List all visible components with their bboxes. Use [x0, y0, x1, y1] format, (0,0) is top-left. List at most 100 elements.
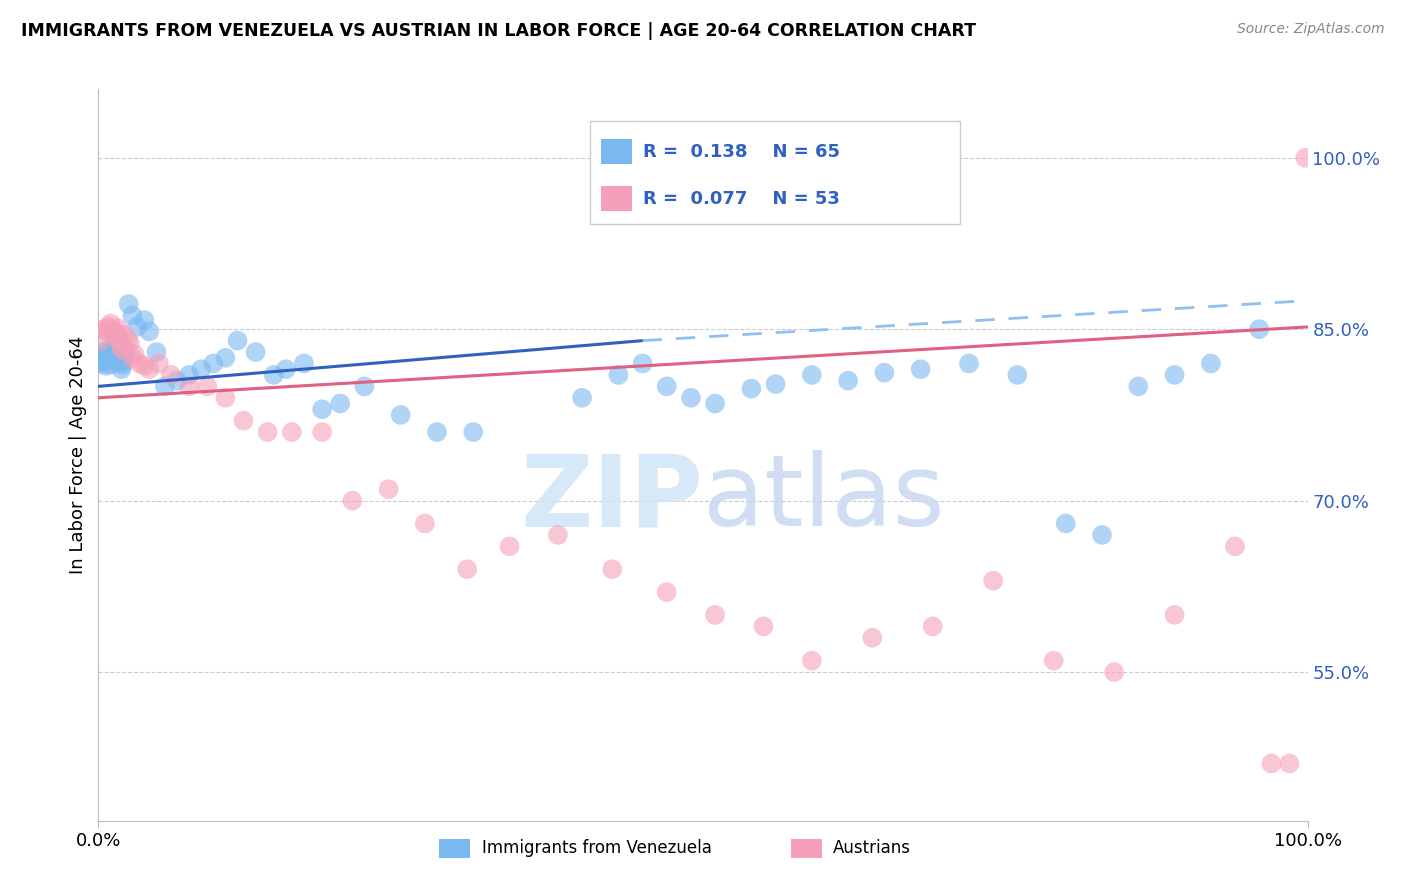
Point: [571, 391, 593, 405]
Point: [160, 368, 183, 382]
Point: [90, 356, 112, 371]
Point: [148, 356, 170, 371]
Point: [281, 425, 304, 439]
Point: [93, 354, 115, 368]
Point: [138, 325, 160, 339]
Point: [91, 322, 114, 336]
Point: [498, 539, 520, 553]
Point: [311, 402, 333, 417]
Point: [245, 345, 267, 359]
Point: [752, 619, 775, 633]
Point: [112, 353, 135, 368]
Text: R =  0.077    N = 53: R = 0.077 N = 53: [644, 190, 841, 208]
Point: [121, 309, 143, 323]
Point: [108, 335, 131, 350]
Point: [1054, 516, 1077, 531]
Point: [655, 379, 678, 393]
Y-axis label: In Labor Force | Age 20-64: In Labor Force | Age 20-64: [69, 335, 87, 574]
Point: [108, 355, 131, 369]
Point: [232, 414, 254, 428]
Point: [118, 335, 141, 350]
Point: [97, 319, 120, 334]
Point: [101, 325, 124, 339]
Point: [101, 349, 124, 363]
Point: [91, 351, 114, 365]
Point: [292, 356, 315, 371]
Point: [214, 351, 236, 365]
Point: [456, 562, 478, 576]
Point: [704, 396, 727, 410]
Point: [377, 482, 399, 496]
Point: [153, 379, 176, 393]
Point: [413, 516, 436, 531]
Point: [94, 359, 117, 373]
Point: [114, 349, 136, 363]
Point: [127, 319, 149, 334]
Point: [957, 356, 980, 371]
Point: [740, 382, 762, 396]
Point: [104, 339, 127, 353]
Point: [107, 342, 129, 356]
Point: [179, 379, 201, 393]
Point: [166, 374, 188, 388]
Point: [765, 377, 787, 392]
Point: [111, 343, 134, 357]
Point: [97, 343, 120, 357]
Text: R =  0.138    N = 65: R = 0.138 N = 65: [644, 143, 841, 161]
Point: [138, 362, 160, 376]
Point: [145, 345, 167, 359]
Point: [1260, 756, 1282, 771]
Point: [226, 334, 249, 348]
Point: [94, 325, 117, 339]
Point: [602, 562, 624, 576]
Point: [195, 379, 218, 393]
Point: [263, 368, 285, 382]
Point: [104, 330, 127, 344]
Point: [110, 362, 132, 376]
Point: [100, 353, 122, 368]
Point: [128, 356, 150, 371]
Point: [108, 331, 131, 345]
Point: [837, 374, 859, 388]
Point: [860, 631, 883, 645]
Text: Source: ZipAtlas.com: Source: ZipAtlas.com: [1237, 22, 1385, 37]
Point: [463, 425, 485, 439]
Point: [111, 358, 134, 372]
Point: [115, 343, 138, 358]
Point: [134, 359, 156, 373]
Point: [117, 334, 139, 348]
Point: [274, 362, 297, 376]
Point: [1199, 356, 1222, 371]
Point: [214, 391, 236, 405]
Point: [90, 334, 112, 348]
Point: [105, 346, 128, 360]
Point: [103, 327, 125, 342]
Point: [118, 297, 141, 311]
Point: [311, 425, 333, 439]
Point: [114, 327, 136, 342]
Point: [134, 313, 156, 327]
Point: [103, 343, 125, 358]
Point: [655, 585, 678, 599]
Point: [873, 366, 896, 380]
Point: [1249, 322, 1271, 336]
Point: [100, 358, 122, 372]
Point: [1042, 654, 1064, 668]
Point: [1163, 368, 1185, 382]
Point: [1007, 368, 1029, 382]
Point: [1128, 379, 1150, 393]
Point: [91, 345, 114, 359]
Point: [800, 654, 823, 668]
Point: [1223, 539, 1246, 553]
Point: [121, 351, 143, 365]
Point: [256, 425, 278, 439]
Point: [981, 574, 1004, 588]
Point: [110, 339, 132, 353]
Point: [631, 356, 654, 371]
Point: [124, 347, 146, 361]
Point: [105, 326, 128, 340]
Point: [100, 322, 122, 336]
Point: [98, 351, 121, 365]
Point: [342, 493, 364, 508]
Text: ZIP: ZIP: [520, 450, 703, 548]
